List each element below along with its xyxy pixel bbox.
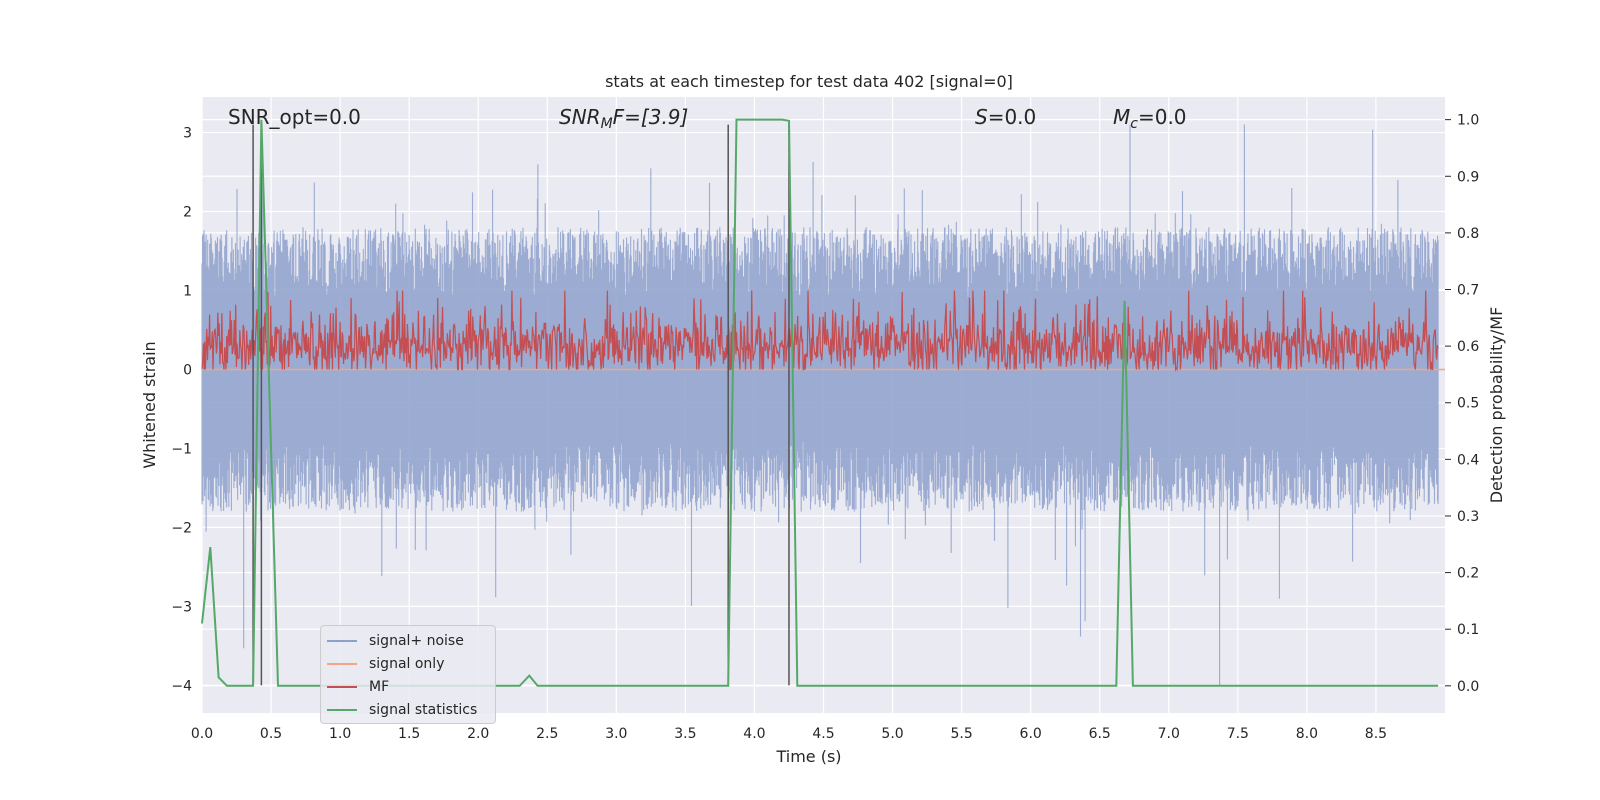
legend-swatch-mf xyxy=(327,686,357,688)
x-tick-label: 6.5 xyxy=(1089,726,1111,742)
mc-annotation: Mc=0.0 xyxy=(1113,105,1187,132)
chart-title: stats at each timestep for test data 402… xyxy=(605,72,1013,91)
legend-item-signal-only: signal only xyxy=(327,654,444,674)
y-right-tick-label: 0.8 xyxy=(1457,226,1479,242)
legend-swatch-signal-statistics xyxy=(327,709,357,711)
y-right-tick-label: 0.1 xyxy=(1457,622,1479,638)
y-right-tick-label: 0.0 xyxy=(1457,679,1479,695)
x-axis-label: Time (s) xyxy=(775,747,841,766)
legend-item-mf: MF xyxy=(327,677,389,697)
x-tick-label: 7.0 xyxy=(1158,726,1180,742)
y-right-tick-label: 0.2 xyxy=(1457,566,1479,582)
legend: signal+ noise signal only MF signal stat… xyxy=(320,625,496,724)
y-right-tick-label: 0.4 xyxy=(1457,452,1479,468)
y-right-tick-label: 1.0 xyxy=(1457,113,1479,129)
y-left-tick-label: −2 xyxy=(171,520,192,536)
x-tick-label: 3.5 xyxy=(674,726,696,742)
x-tick-label: 8.5 xyxy=(1365,726,1387,742)
x-tick-label: 2.0 xyxy=(467,726,489,742)
x-tick-label: 2.5 xyxy=(536,726,558,742)
y-right-tick-label: 0.7 xyxy=(1457,283,1479,299)
legend-item-signal-noise: signal+ noise xyxy=(327,631,464,651)
y-right-tick-label: 0.3 xyxy=(1457,509,1479,525)
legend-item-signal-statistics: signal statistics xyxy=(327,700,477,720)
x-tick-label: 0.0 xyxy=(191,726,213,742)
y-left-tick-label: 3 xyxy=(183,126,192,142)
x-tick-label: 1.0 xyxy=(329,726,351,742)
y-right-tick-label: 0.6 xyxy=(1457,339,1479,355)
y-left-tick-label: −1 xyxy=(171,441,192,457)
x-tick-label: 8.0 xyxy=(1296,726,1318,742)
x-tick-label: 7.5 xyxy=(1227,726,1249,742)
y-left-tick-label: 2 xyxy=(183,205,192,221)
x-tick-label: 5.5 xyxy=(950,726,972,742)
y-left-tick-label: −3 xyxy=(171,599,192,615)
y-left-tick-label: −4 xyxy=(171,678,192,694)
x-tick-label: 0.5 xyxy=(260,726,282,742)
legend-swatch-signal-only xyxy=(327,663,357,665)
snr-opt-annotation: SNR_opt=0.0 xyxy=(228,105,361,129)
y-left-tick-label: 0 xyxy=(183,362,192,378)
x-tick-label: 1.5 xyxy=(398,726,420,742)
snr-mf-annotation: SNRMF=[3.9] xyxy=(559,105,688,132)
x-tick-label: 4.5 xyxy=(812,726,834,742)
legend-label-signal-statistics: signal statistics xyxy=(369,702,478,718)
x-tick-label: 5.0 xyxy=(881,726,903,742)
y-axis-right-label: Detection probability/MF xyxy=(1487,307,1506,504)
legend-swatch-signal-noise xyxy=(327,640,357,642)
x-tick-label: 4.0 xyxy=(743,726,765,742)
s-annotation: S=0.0 xyxy=(975,105,1036,129)
y-axis-left-label: Whitened strain xyxy=(140,341,159,468)
legend-label-signal-noise: signal+ noise xyxy=(369,633,464,649)
series-mf xyxy=(201,290,1439,372)
legend-label-mf: MF xyxy=(369,679,390,695)
x-tick-label: 3.0 xyxy=(605,726,627,742)
series-signal-statistics xyxy=(201,118,1439,687)
x-tick-label: 6.0 xyxy=(1020,726,1042,742)
y-right-tick-label: 0.9 xyxy=(1457,169,1479,185)
y-left-tick-label: 1 xyxy=(183,283,192,299)
y-right-tick-label: 0.5 xyxy=(1457,396,1479,412)
legend-label-signal-only: signal only xyxy=(369,656,445,672)
